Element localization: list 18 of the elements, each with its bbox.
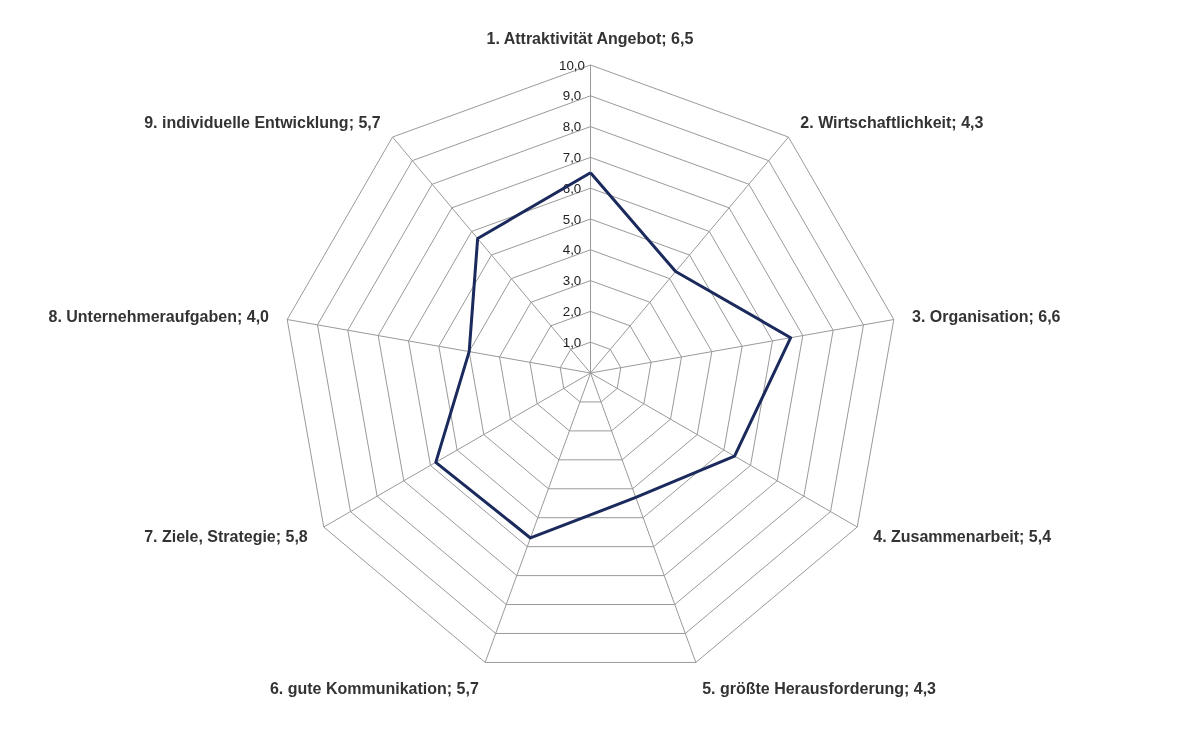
y-tick-label: 2,0 bbox=[562, 303, 582, 319]
spoke-label: 5. größte Herausforderung; 4,3 bbox=[702, 679, 937, 697]
y-tick-label: 5,0 bbox=[562, 211, 582, 227]
spoke-label: 2. Wirtschaftlichkeit; 4,3 bbox=[800, 114, 984, 132]
y-tick-label: 9,0 bbox=[562, 88, 582, 104]
spoke-label: 8. Unternehmeraufgaben; 4,0 bbox=[48, 307, 270, 325]
y-tick-label: 4,0 bbox=[562, 242, 582, 258]
spoke-label: 7. Ziele, Strategie; 5,8 bbox=[144, 527, 308, 545]
y-tick-label: 10,0 bbox=[559, 57, 585, 73]
spoke-label: 6. gute Kommunikation; 5,7 bbox=[269, 679, 479, 697]
y-tick-label: 1,0 bbox=[562, 334, 582, 350]
y-tick-label: 3,0 bbox=[562, 273, 582, 289]
y-tick-label: 7,0 bbox=[562, 149, 582, 165]
y-tick-label: 8,0 bbox=[562, 119, 582, 135]
spoke-label: 3. Organisation; 6,6 bbox=[912, 307, 1061, 325]
spoke-label: 9. individuelle Entwicklung; 5,7 bbox=[144, 114, 381, 132]
spoke-label: 1. Attraktivität Angebot; 6,5 bbox=[486, 29, 694, 47]
spoke-label: 4. Zusammenarbeit; 5,4 bbox=[873, 527, 1052, 545]
